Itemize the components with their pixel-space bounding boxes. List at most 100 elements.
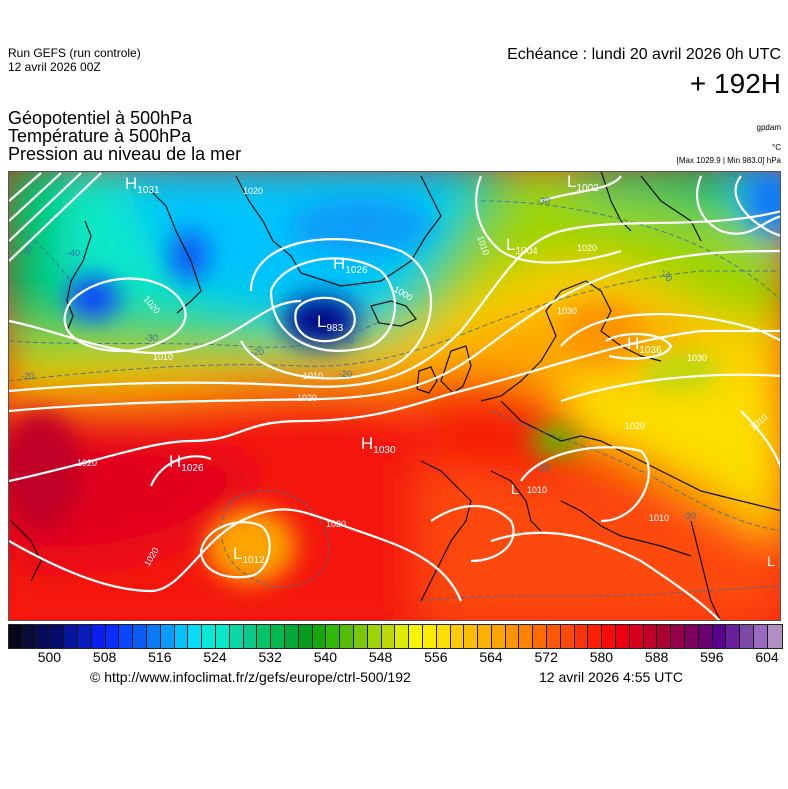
- colorbar: [8, 624, 783, 649]
- colorbar-swatch: [698, 625, 713, 648]
- colorbar-swatch: [726, 625, 741, 648]
- colorbar-swatch: [533, 625, 548, 648]
- variable-pressure: Pression au niveau de la mer: [8, 144, 242, 164]
- colorbar-swatch: [464, 625, 479, 648]
- svg-text:1020: 1020: [243, 186, 263, 196]
- colorbar-swatch: [188, 625, 203, 648]
- colorbar-swatch: [9, 625, 23, 648]
- unit-temperature: °C: [772, 143, 781, 152]
- colorbar-swatch: [478, 625, 492, 648]
- svg-text:1010: 1010: [527, 485, 547, 495]
- colorbar-swatch: [353, 625, 368, 648]
- colorbar-swatch: [671, 625, 686, 648]
- colorbar-tick-label: 508: [92, 649, 117, 665]
- colorbar-swatch: [395, 625, 410, 648]
- colorbar-swatch: [367, 625, 382, 648]
- pressure-range: [Max 1029.9 | Min 983.0] hPa: [676, 156, 781, 165]
- colorbar-swatch: [574, 625, 589, 648]
- colorbar-swatch: [685, 625, 699, 648]
- colorbar-swatch: [64, 625, 78, 648]
- colorbar-swatch: [133, 625, 147, 648]
- colorbar-swatch: [519, 625, 534, 648]
- weather-map: H1031 L1002 L1004 H1026 L983 H1036 H1030…: [8, 171, 781, 621]
- colorbar-swatch: [740, 625, 755, 648]
- colorbar-swatch: [77, 625, 92, 648]
- svg-text:L: L: [511, 481, 519, 497]
- svg-text:-30: -30: [20, 244, 34, 260]
- colorbar-swatch: [767, 625, 782, 648]
- colorbar-swatch: [436, 625, 451, 648]
- colorbar-swatch: [202, 625, 216, 648]
- colorbar-swatch: [36, 625, 51, 648]
- colorbar-swatch: [657, 625, 672, 648]
- colorbar-swatch: [616, 625, 630, 648]
- colorbar-tick-label: 540: [313, 649, 338, 665]
- colorbar-tick-label: 564: [479, 649, 503, 665]
- colorbar-swatch: [643, 625, 658, 648]
- colorbar-swatch: [505, 625, 520, 648]
- svg-text:1010: 1010: [303, 371, 323, 381]
- unit-geopotential: gpdam: [756, 123, 781, 132]
- colorbar-tick-label: 580: [589, 649, 614, 665]
- colorbar-tick-label: 548: [368, 649, 393, 665]
- svg-text:-20: -20: [21, 371, 34, 381]
- valid-time: Echéance : lundi 20 avril 2026 0h UTC: [507, 46, 781, 63]
- colorbar-tick-label: 516: [148, 649, 172, 665]
- svg-text:-20: -20: [537, 463, 550, 473]
- colorbar-swatch: [215, 625, 230, 648]
- colorbar-swatch: [340, 625, 354, 648]
- colorbar-swatch: [271, 625, 285, 648]
- svg-text:1030: 1030: [557, 306, 577, 316]
- colorbar-swatch: [409, 625, 423, 648]
- colorbar-tick-label: 556: [424, 649, 448, 665]
- svg-text:1030: 1030: [687, 353, 707, 363]
- colorbar-swatch: [298, 625, 313, 648]
- svg-text:1020: 1020: [625, 421, 645, 431]
- colorbar-swatch: [588, 625, 603, 648]
- svg-text:-40: -40: [67, 248, 80, 258]
- colorbar-tick-label: 524: [203, 649, 227, 665]
- colorbar-swatch: [50, 625, 65, 648]
- colorbar-swatch: [284, 625, 299, 648]
- svg-text:1010: 1010: [153, 352, 173, 362]
- colorbar-swatch: [491, 625, 506, 648]
- lead-time: + 192H: [689, 68, 781, 99]
- run-name: Run GEFS (run controle): [8, 46, 141, 60]
- svg-text:-30: -30: [341, 335, 354, 345]
- colorbar-swatch: [422, 625, 437, 648]
- svg-text:-20: -20: [251, 347, 264, 357]
- svg-text:-20: -20: [339, 369, 352, 379]
- colorbar-swatch: [119, 625, 134, 648]
- colorbar-swatch: [257, 625, 272, 648]
- svg-text:1010: 1010: [649, 513, 669, 523]
- colorbar-swatch: [754, 625, 768, 648]
- colorbar-swatch: [326, 625, 341, 648]
- colorbar-swatch: [381, 625, 396, 648]
- variable-temperature: Température à 500hPa: [8, 126, 192, 146]
- colorbar-swatch: [243, 625, 258, 648]
- colorbar-tick-label: 500: [37, 649, 62, 665]
- colorbar-swatch: [712, 625, 727, 648]
- svg-text:L: L: [767, 553, 775, 569]
- colorbar-tick-label: 596: [700, 649, 724, 665]
- svg-text:1020: 1020: [577, 243, 597, 253]
- svg-text:1020: 1020: [77, 458, 97, 468]
- colorbar-ticks: 500 508 516 524 532 540 548 556 564 572 580 588 596 6…: [0, 649, 788, 667]
- colorbar-tick-label: 588: [644, 649, 669, 665]
- svg-text:1020: 1020: [297, 393, 317, 403]
- generated-time: 12 avril 2026 4:55 UTC: [539, 669, 683, 685]
- colorbar-swatch: [146, 625, 161, 648]
- variable-geopotential: Géopotentiel à 500hPa: [8, 108, 193, 128]
- colorbar-tick-label: 604: [755, 649, 779, 665]
- colorbar-swatch: [560, 625, 575, 648]
- colorbar-swatch: [160, 625, 175, 648]
- run-info: Run GEFS (run controle) 12 avril 2026 00…: [8, 46, 141, 74]
- svg-text:-20: -20: [683, 511, 696, 521]
- colorbar-tick-label: 572: [534, 649, 558, 665]
- svg-text:-30: -30: [537, 196, 550, 206]
- colorbar-swatch: [91, 625, 106, 648]
- colorbar-swatch: [174, 625, 189, 648]
- colorbar-tick-label: 532: [258, 649, 282, 665]
- run-date: 12 avril 2026 00Z: [8, 60, 101, 74]
- colorbar-swatch: [105, 625, 120, 648]
